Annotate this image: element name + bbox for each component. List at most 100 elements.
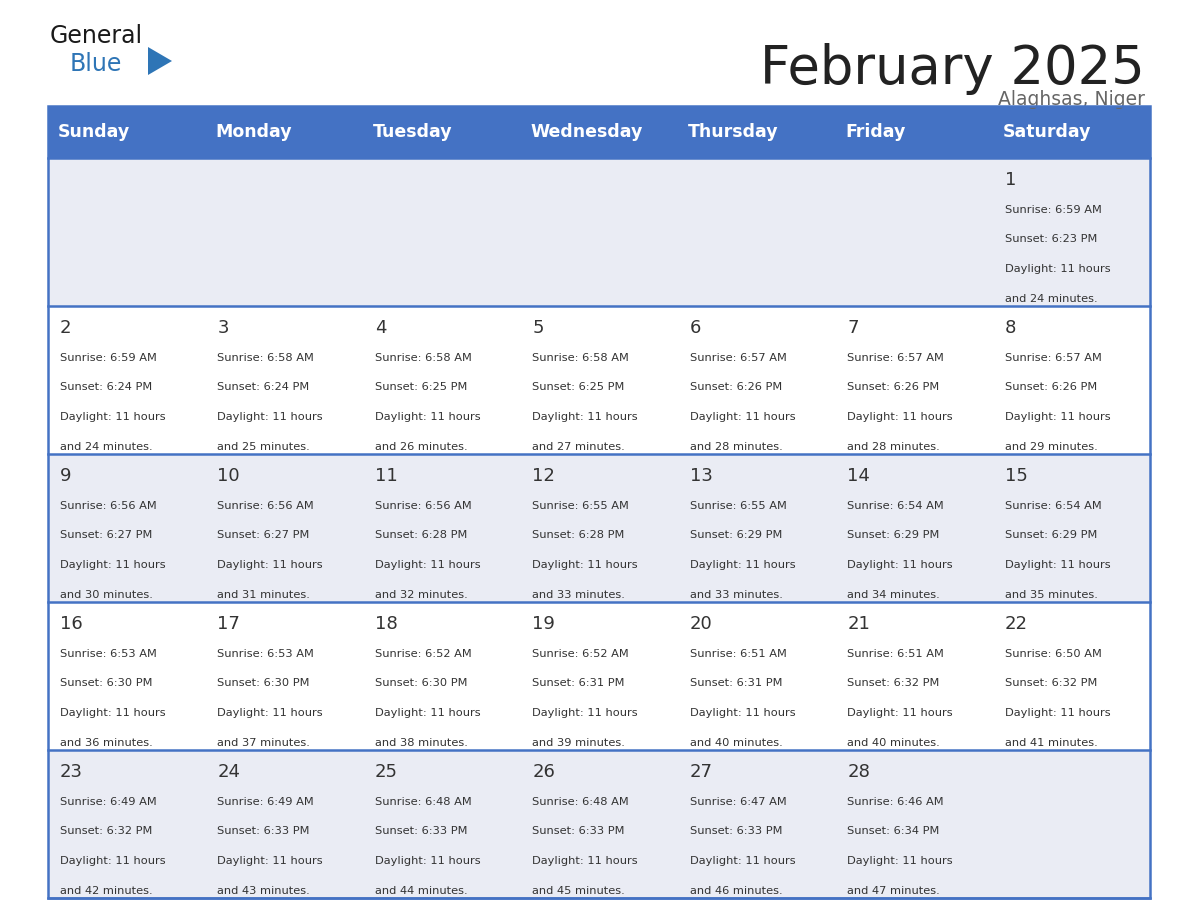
Text: General: General [50, 24, 143, 48]
Text: Daylight: 11 hours: Daylight: 11 hours [375, 412, 480, 422]
Text: Sunset: 6:32 PM: Sunset: 6:32 PM [847, 678, 940, 688]
Text: and 25 minutes.: and 25 minutes. [217, 442, 310, 452]
FancyBboxPatch shape [48, 306, 1150, 454]
Text: Sunset: 6:30 PM: Sunset: 6:30 PM [61, 678, 152, 688]
Text: 26: 26 [532, 763, 555, 781]
Text: Saturday: Saturday [1003, 123, 1091, 141]
Text: Sunset: 6:26 PM: Sunset: 6:26 PM [1005, 383, 1097, 393]
Text: Daylight: 11 hours: Daylight: 11 hours [532, 708, 638, 718]
Text: Daylight: 11 hours: Daylight: 11 hours [690, 560, 795, 570]
Text: 24: 24 [217, 763, 240, 781]
Text: Sunset: 6:31 PM: Sunset: 6:31 PM [690, 678, 782, 688]
Text: 20: 20 [690, 615, 713, 633]
Text: 16: 16 [61, 615, 83, 633]
Text: Sunrise: 6:53 AM: Sunrise: 6:53 AM [217, 649, 315, 659]
Text: and 38 minutes.: and 38 minutes. [375, 737, 468, 747]
Text: 23: 23 [61, 763, 83, 781]
Text: Sunset: 6:23 PM: Sunset: 6:23 PM [1005, 234, 1097, 244]
Text: Daylight: 11 hours: Daylight: 11 hours [61, 412, 165, 422]
Text: Daylight: 11 hours: Daylight: 11 hours [1005, 708, 1111, 718]
Text: Sunset: 6:24 PM: Sunset: 6:24 PM [217, 383, 310, 393]
Text: Sunrise: 6:55 AM: Sunrise: 6:55 AM [690, 501, 786, 511]
Text: Monday: Monday [215, 123, 292, 141]
Text: Daylight: 11 hours: Daylight: 11 hours [847, 708, 953, 718]
Text: Sunset: 6:31 PM: Sunset: 6:31 PM [532, 678, 625, 688]
Text: Sunrise: 6:46 AM: Sunrise: 6:46 AM [847, 797, 943, 807]
Text: Sunset: 6:33 PM: Sunset: 6:33 PM [217, 826, 310, 836]
Text: and 30 minutes.: and 30 minutes. [61, 589, 153, 599]
Text: Daylight: 11 hours: Daylight: 11 hours [847, 412, 953, 422]
Text: Daylight: 11 hours: Daylight: 11 hours [375, 856, 480, 866]
Text: and 46 minutes.: and 46 minutes. [690, 886, 783, 895]
Text: Blue: Blue [70, 52, 122, 76]
Text: Sunrise: 6:50 AM: Sunrise: 6:50 AM [1005, 649, 1101, 659]
Text: Sunset: 6:32 PM: Sunset: 6:32 PM [1005, 678, 1097, 688]
Text: Sunset: 6:29 PM: Sunset: 6:29 PM [847, 531, 940, 541]
Text: Daylight: 11 hours: Daylight: 11 hours [217, 412, 323, 422]
Text: and 35 minutes.: and 35 minutes. [1005, 589, 1098, 599]
Text: Wednesday: Wednesday [530, 123, 643, 141]
Text: Daylight: 11 hours: Daylight: 11 hours [690, 856, 795, 866]
Text: and 43 minutes.: and 43 minutes. [217, 886, 310, 895]
Text: 5: 5 [532, 319, 544, 337]
Text: Sunset: 6:25 PM: Sunset: 6:25 PM [532, 383, 625, 393]
Text: 25: 25 [375, 763, 398, 781]
Text: Sunset: 6:26 PM: Sunset: 6:26 PM [690, 383, 782, 393]
FancyBboxPatch shape [48, 454, 1150, 602]
Text: Sunday: Sunday [58, 123, 131, 141]
Text: Sunrise: 6:57 AM: Sunrise: 6:57 AM [1005, 353, 1101, 363]
Text: 7: 7 [847, 319, 859, 337]
Text: and 27 minutes.: and 27 minutes. [532, 442, 625, 452]
Text: and 26 minutes.: and 26 minutes. [375, 442, 468, 452]
Text: and 36 minutes.: and 36 minutes. [61, 737, 153, 747]
Text: Daylight: 11 hours: Daylight: 11 hours [1005, 264, 1111, 274]
Text: and 24 minutes.: and 24 minutes. [1005, 294, 1098, 304]
Text: Sunrise: 6:48 AM: Sunrise: 6:48 AM [532, 797, 628, 807]
Text: Sunrise: 6:51 AM: Sunrise: 6:51 AM [847, 649, 944, 659]
Text: Sunset: 6:33 PM: Sunset: 6:33 PM [375, 826, 467, 836]
Text: and 24 minutes.: and 24 minutes. [61, 442, 152, 452]
Text: Sunset: 6:24 PM: Sunset: 6:24 PM [61, 383, 152, 393]
Text: Daylight: 11 hours: Daylight: 11 hours [532, 412, 638, 422]
Text: Daylight: 11 hours: Daylight: 11 hours [375, 708, 480, 718]
Text: Sunrise: 6:47 AM: Sunrise: 6:47 AM [690, 797, 786, 807]
Text: and 44 minutes.: and 44 minutes. [375, 886, 468, 895]
Text: Daylight: 11 hours: Daylight: 11 hours [1005, 412, 1111, 422]
Text: Daylight: 11 hours: Daylight: 11 hours [61, 856, 165, 866]
Text: Daylight: 11 hours: Daylight: 11 hours [375, 560, 480, 570]
Text: and 28 minutes.: and 28 minutes. [690, 442, 783, 452]
Text: Sunrise: 6:56 AM: Sunrise: 6:56 AM [217, 501, 314, 511]
Text: Sunset: 6:27 PM: Sunset: 6:27 PM [61, 531, 152, 541]
FancyBboxPatch shape [48, 158, 1150, 306]
Text: 27: 27 [690, 763, 713, 781]
Text: and 29 minutes.: and 29 minutes. [1005, 442, 1098, 452]
Text: Daylight: 11 hours: Daylight: 11 hours [217, 560, 323, 570]
Text: and 37 minutes.: and 37 minutes. [217, 737, 310, 747]
Text: 11: 11 [375, 467, 398, 485]
Text: and 28 minutes.: and 28 minutes. [847, 442, 940, 452]
Text: Sunrise: 6:52 AM: Sunrise: 6:52 AM [375, 649, 472, 659]
Text: Sunset: 6:30 PM: Sunset: 6:30 PM [375, 678, 467, 688]
Text: 19: 19 [532, 615, 555, 633]
Text: Sunrise: 6:58 AM: Sunrise: 6:58 AM [217, 353, 315, 363]
Text: and 32 minutes.: and 32 minutes. [375, 589, 468, 599]
Text: Daylight: 11 hours: Daylight: 11 hours [532, 856, 638, 866]
FancyBboxPatch shape [48, 750, 1150, 898]
Text: 3: 3 [217, 319, 229, 337]
Text: 4: 4 [375, 319, 386, 337]
Text: 10: 10 [217, 467, 240, 485]
Text: February 2025: February 2025 [760, 43, 1145, 95]
Text: Daylight: 11 hours: Daylight: 11 hours [61, 708, 165, 718]
Text: Sunrise: 6:55 AM: Sunrise: 6:55 AM [532, 501, 630, 511]
Text: 8: 8 [1005, 319, 1016, 337]
Text: and 34 minutes.: and 34 minutes. [847, 589, 940, 599]
Text: Daylight: 11 hours: Daylight: 11 hours [532, 560, 638, 570]
Text: Sunset: 6:26 PM: Sunset: 6:26 PM [847, 383, 940, 393]
Text: Daylight: 11 hours: Daylight: 11 hours [690, 708, 795, 718]
Text: and 45 minutes.: and 45 minutes. [532, 886, 625, 895]
Text: Sunrise: 6:59 AM: Sunrise: 6:59 AM [1005, 205, 1101, 215]
Text: Sunset: 6:29 PM: Sunset: 6:29 PM [690, 531, 782, 541]
Text: Daylight: 11 hours: Daylight: 11 hours [1005, 560, 1111, 570]
Text: and 31 minutes.: and 31 minutes. [217, 589, 310, 599]
Text: 1: 1 [1005, 171, 1016, 189]
